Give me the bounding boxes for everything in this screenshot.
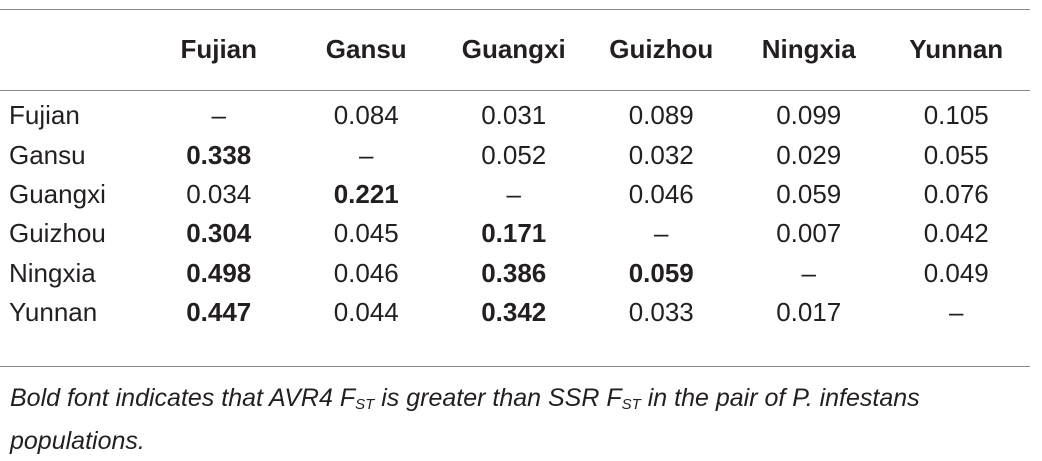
table-body: Fujian – 0.084 0.031 0.089 0.099 0.105 Gansu 0.3…	[0, 90, 1030, 332]
table-cell: 0.059	[628, 257, 694, 288]
table-header-rule	[0, 90, 1030, 91]
column-header: Guangxi	[461, 34, 566, 64]
row-label: Yunnan	[9, 297, 98, 328]
table-cell: 0.105	[923, 100, 989, 131]
table-row: Gansu 0.338 – 0.052 0.032 0.029 0.055	[0, 135, 1030, 174]
table-cell: 0.007	[776, 218, 842, 249]
table-cell: 0.084	[333, 100, 399, 131]
table-cell: 0.386	[481, 257, 547, 288]
pairwise-fst-table: Fujian Gansu Guangxi Guizhou Ningxia Yun…	[0, 9, 1030, 332]
table-cell: 0.171	[481, 218, 547, 249]
row-label: Gansu	[9, 139, 86, 170]
table-row: Fujian – 0.084 0.031 0.089 0.099 0.105	[0, 90, 1030, 135]
table-cell: 0.042	[923, 218, 989, 249]
header-corner-cell	[0, 9, 145, 90]
table-cell: 0.032	[628, 139, 694, 170]
table-header-row: Fujian Gansu Guangxi Guizhou Ningxia Yun…	[0, 9, 1030, 90]
row-label: Guizhou	[9, 218, 106, 249]
table-cell: 0.033	[628, 297, 694, 328]
footnote-text: in the pair of P. infestans populations.	[10, 384, 920, 455]
table-row: Guangxi 0.034 0.221 – 0.046 0.059 0.076	[0, 175, 1030, 214]
footnote-subscript: ST	[355, 396, 375, 413]
table-top-rule	[0, 9, 1030, 10]
footnote-text: Bold font indicates that AVR4 F	[10, 384, 356, 412]
table-cell: 0.055	[923, 139, 989, 170]
table-footnote: Bold font indicates that AVR4 FST is gre…	[10, 380, 1000, 459]
table-cell: 0.052	[481, 139, 547, 170]
table-row: Guizhou 0.304 0.045 0.171 – 0.007 0.042	[0, 214, 1030, 253]
table-cell: 0.089	[628, 100, 694, 131]
table-cell: 0.059	[776, 178, 842, 209]
table-cell: 0.304	[186, 218, 252, 249]
table-cell: 0.045	[333, 218, 399, 249]
table-cell: 0.031	[481, 100, 547, 131]
table-bottom-rule	[0, 366, 1030, 367]
table-cell: –	[506, 178, 521, 209]
table-cell: 0.029	[776, 139, 842, 170]
footnote-subscript: ST	[621, 396, 641, 413]
column-header: Gansu	[325, 34, 407, 64]
table-cell: 0.498	[186, 257, 252, 288]
table-cell: 0.017	[776, 297, 842, 328]
column-header: Yunnan	[909, 34, 1004, 64]
table-cell: 0.447	[186, 297, 252, 328]
table-cell: 0.044	[333, 297, 399, 328]
column-header: Ningxia	[761, 34, 856, 64]
row-label: Ningxia	[9, 257, 96, 288]
table-cell: 0.046	[333, 257, 399, 288]
table-cell: 0.099	[776, 100, 842, 131]
table-cell: 0.049	[923, 257, 989, 288]
table-row: Yunnan 0.447 0.044 0.342 0.033 0.017 –	[0, 293, 1030, 332]
table-cell: 0.338	[186, 139, 252, 170]
column-header: Fujian	[180, 34, 258, 64]
table-row: Ningxia 0.498 0.046 0.386 0.059 – 0.049	[0, 254, 1030, 293]
table-cell: 0.046	[628, 178, 694, 209]
column-header: Guizhou	[609, 34, 714, 64]
table-cell: 0.221	[333, 178, 399, 209]
table-cell: –	[801, 257, 816, 288]
table-cell: 0.034	[186, 178, 252, 209]
footnote-text: is greater than SSR F	[374, 384, 622, 412]
table-cell: –	[211, 100, 226, 131]
row-label: Fujian	[9, 100, 80, 131]
table-cell: –	[359, 139, 374, 170]
row-label: Guangxi	[9, 178, 106, 209]
table-cell: –	[949, 297, 964, 328]
table-cell: 0.342	[481, 297, 547, 328]
table-cell: –	[654, 218, 669, 249]
table-cell: 0.076	[923, 178, 989, 209]
